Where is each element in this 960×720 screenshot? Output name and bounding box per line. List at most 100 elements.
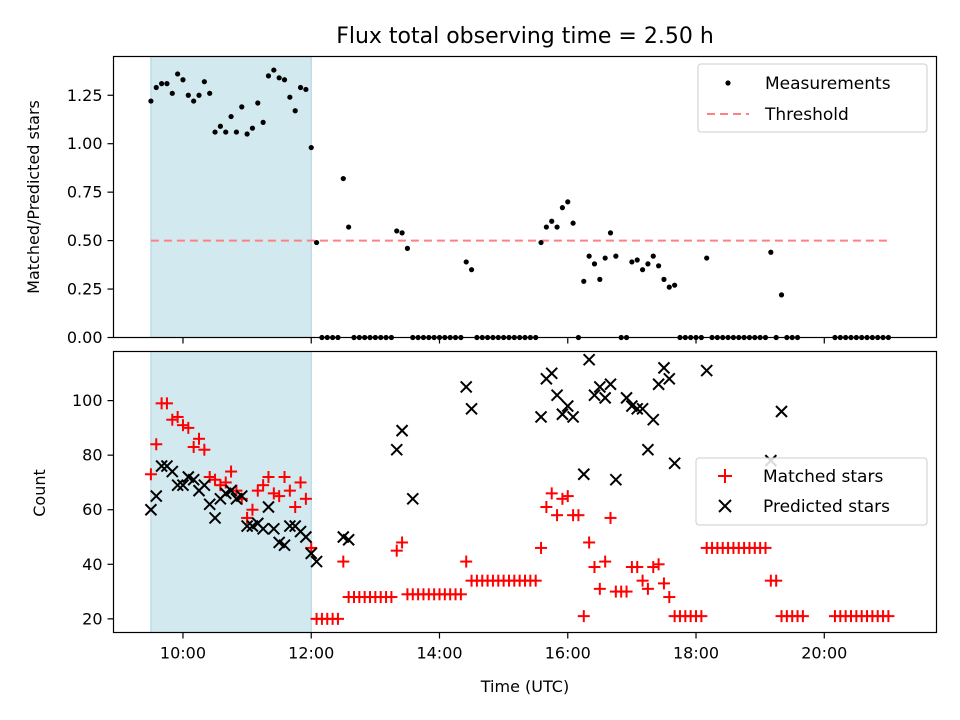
x-tick-label: 20:00: [801, 644, 847, 663]
y-tick-label: 100: [72, 391, 103, 410]
legend-measurements-marker: [725, 80, 731, 86]
measurement-point: [666, 284, 672, 290]
measurement-point: [463, 259, 469, 265]
predicted-star-point: [176, 478, 190, 492]
measurement-point: [570, 220, 576, 226]
matched-star-point: [588, 561, 601, 574]
measurement-point: [276, 75, 282, 81]
measurement-point: [148, 98, 154, 104]
predicted-star-point: [342, 533, 355, 546]
measurement-point: [468, 267, 475, 273]
measurement-point: [180, 77, 186, 83]
x-tick-label: 10:00: [160, 644, 206, 663]
predicted-star-point: [267, 522, 281, 536]
predicted-star-point: [262, 500, 275, 514]
matched-star-point: [529, 574, 542, 587]
measurement-point: [346, 224, 352, 230]
bottom-plot-frame: [112, 350, 938, 634]
matched-star-point: [759, 541, 772, 554]
y-tick-label: 0.50: [67, 231, 103, 250]
measurement-point: [554, 224, 560, 230]
measurement-point: [768, 249, 774, 255]
y-tick-label: 1.25: [67, 86, 103, 105]
x-tick-label: 14:00: [416, 644, 462, 663]
bottom-panel: 20 40 60 80 100 10:00 12:00 14:00 16:00 18:00 20:…: [30, 350, 938, 696]
matched-star-point: [396, 536, 409, 549]
x-tick-label: 18:00: [673, 644, 719, 663]
matched-star-point: [385, 591, 398, 604]
predicted-star-point: [305, 547, 318, 560]
measurement-point: [394, 228, 400, 234]
predicted-star-point: [240, 519, 254, 533]
measurement-point: [233, 129, 240, 135]
top-panel: 0.00 0.25 0.50 0.75 1.00 1.25 Matched/Predict…: [24, 55, 938, 347]
matched-star-point: [882, 610, 895, 623]
count-points: [144, 353, 895, 625]
matched-star-point: [278, 470, 291, 483]
predicted-star-point: [582, 353, 596, 366]
predicted-star-point: [631, 402, 644, 415]
measurement-point: [281, 77, 288, 83]
predicted-star-point: [566, 410, 580, 424]
measurement-point: [287, 94, 293, 100]
x-axis-label: Time (UTC): [480, 677, 569, 696]
measurement-point: [196, 92, 202, 98]
matched-star-point: [599, 555, 612, 568]
matched-star-point: [182, 421, 195, 434]
measurement-point: [404, 245, 411, 251]
measurement-point: [340, 175, 346, 182]
matched-star-point: [294, 476, 307, 489]
predicted-star-point: [588, 388, 601, 402]
measurement-point: [543, 224, 549, 230]
matched-star-point: [257, 479, 270, 492]
measurement-point: [629, 259, 635, 265]
matched-star-point: [577, 610, 590, 623]
y-tick-label: 20: [82, 609, 102, 628]
predicted-star-point: [620, 391, 633, 405]
matched-star-point: [390, 544, 403, 557]
measurement-point: [778, 292, 785, 298]
measurement-point: [255, 100, 261, 106]
predicted-star-point: [283, 519, 297, 533]
measurement-point: [244, 131, 250, 137]
measurement-point: [164, 81, 170, 87]
measurement-point: [239, 104, 245, 110]
predicted-star-point: [577, 468, 590, 481]
matched-star-point: [663, 591, 676, 604]
predicted-star-point: [224, 484, 238, 497]
measurement-point: [634, 257, 640, 263]
measurement-point: [645, 261, 651, 267]
measurement-point: [303, 86, 309, 93]
matched-star-point: [166, 413, 179, 426]
predicted-star-point: [144, 503, 158, 516]
measurement-point: [613, 253, 619, 259]
matched-star-point: [695, 610, 708, 623]
matched-star-point: [454, 588, 467, 601]
matched-star-point: [144, 468, 157, 481]
predicted-star-point: [668, 457, 681, 470]
matched-star-point: [289, 501, 302, 514]
bottom-y-axis-label: Count: [30, 469, 49, 517]
measurement-point: [271, 67, 277, 73]
predicted-star-point: [657, 361, 671, 375]
predicted-star-point: [187, 473, 200, 486]
matched-star-point: [187, 440, 200, 453]
y-tick-label: 40: [82, 555, 102, 574]
measurement-point: [185, 92, 191, 98]
measurement-point: [639, 267, 646, 273]
predicted-star-point: [550, 388, 564, 402]
measurement-point: [586, 253, 592, 259]
measurement-point: [549, 218, 555, 224]
matched-star-point: [561, 490, 574, 503]
predicted-star-point: [256, 522, 270, 536]
matched-star-point: [631, 561, 644, 574]
measurement-point: [602, 255, 608, 261]
predicted-star-point: [556, 408, 569, 421]
top-plot-frame: [112, 55, 938, 339]
matched-star-point: [652, 558, 665, 571]
matched-star-point: [283, 484, 296, 497]
legend-measurements-label: Measurements: [765, 74, 891, 94]
measurement-point: [704, 255, 710, 261]
predicted-star-point: [310, 555, 323, 568]
predicted-star-point: [641, 443, 655, 456]
